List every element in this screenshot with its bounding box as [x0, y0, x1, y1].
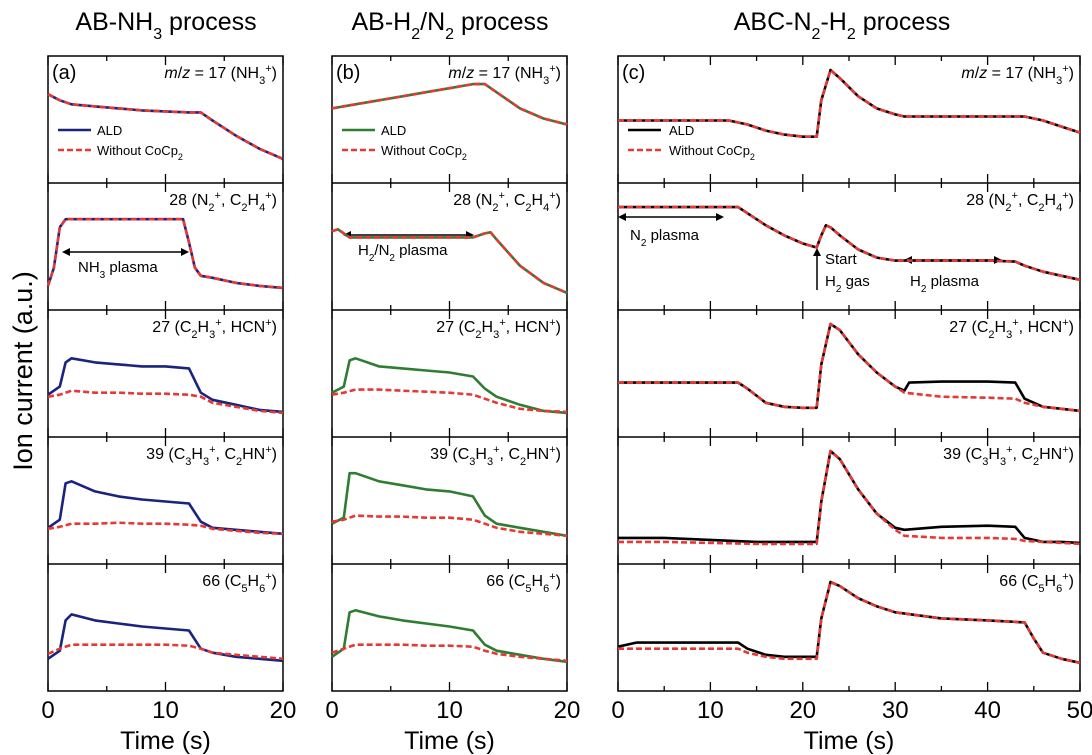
x-tick-label: 10 — [436, 697, 463, 724]
without-cocp2-line-a-row3 — [47, 521, 284, 536]
ald-line-b-row2 — [331, 356, 568, 415]
row-label-b-39: 39 (C3H3+, C2HN+) — [430, 444, 561, 468]
ald-line-a-row1 — [46, 217, 284, 290]
y-axis-label: Ion current (a.u.) — [8, 271, 38, 471]
legend-a-without-label: Without CoCp2 — [97, 143, 183, 162]
plot-area: 0 10 20 Time (s) 0 10 20 Time (s) 0 10 20 30 40 50 Tim… — [41, 55, 1092, 755]
panel-a: 0 10 20 Time (s) — [41, 55, 297, 755]
annotation-c-start-arrow-head — [813, 248, 821, 256]
without-cocp2-line-c-row4 — [618, 580, 1081, 665]
x-tick-label: 0 — [325, 697, 338, 724]
without-cocp2-line-c-row1 — [618, 205, 1081, 282]
without-cocp2-line-a-row1 — [46, 217, 284, 290]
row-label-c-17: m/z = 17 (NH3+) — [961, 63, 1074, 87]
ald-line-b-row0 — [331, 82, 568, 126]
ald-line-c-row4 — [617, 580, 1081, 665]
x-tick-label: 10 — [152, 697, 179, 724]
panel-c: 0 10 20 30 40 50 Time (s) — [611, 55, 1092, 755]
row-label-c-39: 39 (C3H3+, C2HN+) — [943, 444, 1074, 468]
row-label-c-27: 27 (C2H3+, HCN+) — [949, 317, 1074, 341]
row-label-a-28: 28 (N2+, C2H4+) — [169, 190, 277, 214]
legend-a-ald-label: ALD — [97, 123, 122, 138]
legend-b: ALD Without CoCp2 — [342, 123, 467, 162]
panel-a-title: AB-NH3 process — [75, 8, 256, 43]
without-cocp2-line-a-row4 — [47, 643, 284, 661]
x-axis-label: Time (s) — [804, 727, 895, 755]
x-tick-label: 50 — [1067, 697, 1092, 724]
x-tick-label: 30 — [882, 697, 909, 724]
x-tick-label: 10 — [697, 697, 724, 724]
without-cocp2-line-b-row4 — [331, 643, 568, 663]
x-tick-label: 0 — [611, 697, 624, 724]
legend-c: ALD Without CoCp2 — [628, 123, 755, 162]
annotation-c-n2-label: N2 plasma — [630, 227, 700, 249]
without-cocp2-line-b-row2 — [331, 388, 568, 414]
annotation-b-label: H2/N2 plasma — [358, 242, 448, 264]
annotation-c-start-label: Start — [825, 251, 858, 268]
without-cocp2-line-c-row3 — [618, 449, 1081, 546]
row-label-b-27: 27 (C2H3+, HCN+) — [436, 317, 561, 341]
ald-line-a-row4 — [47, 613, 284, 663]
row-label-a-27: 27 (C2H3+, HCN+) — [152, 317, 277, 341]
legend-a: ALD Without CoCp2 — [58, 123, 183, 162]
ald-line-c-row3 — [618, 449, 1081, 545]
panel-label-b: (b) — [336, 62, 360, 84]
annotations: NH3 plasma H2/N2 plasma N2 plasma Start … — [62, 213, 1002, 295]
x-tick-label: 20 — [554, 697, 581, 724]
legend-b-without-label: Without CoCp2 — [381, 143, 467, 162]
ald-line-b-row3 — [331, 471, 568, 538]
row-label-a-17: m/z = 17 (NH3+) — [164, 63, 277, 87]
legend-c-ald-label: ALD — [669, 123, 694, 138]
row-label-b-17: m/z = 17 (NH3+) — [448, 63, 561, 87]
ald-line-a-row2 — [47, 356, 284, 414]
x-tick-label: 20 — [789, 697, 816, 724]
panel-label-c: (c) — [622, 62, 645, 84]
row-label-c-66: 66 (C5H6+) — [999, 571, 1074, 595]
row-labels: m/z = 17 (NH3+) 28 (N2+, C2H4+) 27 (C2H3… — [146, 63, 1074, 595]
without-cocp2-line-b-row1 — [331, 228, 568, 295]
ald-line-a-row3 — [47, 479, 284, 536]
panel-b: 0 10 20 Time (s) — [325, 55, 581, 755]
row-label-a-66: 66 (C5H6+) — [202, 571, 277, 595]
annotation-c-h2-label: H2 plasma — [910, 273, 980, 295]
annotation-c-n2-arrow-left — [618, 213, 626, 221]
ald-line-b-row4 — [331, 608, 568, 664]
panel-c-title: ABC-N2-H2 process — [734, 8, 950, 43]
without-cocp2-line-b-row3 — [331, 514, 568, 538]
annotation-a-arrow-right — [181, 248, 189, 256]
x-tick-label: 20 — [270, 697, 297, 724]
x-tick-label: 0 — [41, 697, 54, 724]
without-cocp2-line-c-row0 — [618, 68, 1081, 138]
panel-b-title: AB-H2/N2 process — [351, 8, 548, 43]
ald-line-b-row1 — [331, 228, 568, 295]
x-axis-label: Time (s) — [120, 727, 211, 755]
x-tick-label: 40 — [974, 697, 1001, 724]
annotation-c-n2-arrow-right — [716, 213, 724, 221]
row-label-a-39: 39 (C3H3+, C2HN+) — [146, 444, 277, 468]
without-cocp2-line-a-row0 — [47, 93, 284, 161]
panel-label-a: (a) — [52, 62, 76, 84]
legend-c-without-label: Without CoCp2 — [669, 143, 755, 162]
annotation-a-arrow-left — [62, 248, 70, 256]
row-label-c-28: 28 (N2+, C2H4+) — [966, 190, 1074, 214]
without-cocp2-line-c-row2 — [618, 322, 1081, 413]
without-cocp2-line-b-row0 — [331, 82, 568, 126]
without-cocp2-line-a-row2 — [47, 389, 284, 415]
annotation-a-label: NH3 plasma — [78, 259, 158, 281]
legend-b-ald-label: ALD — [381, 123, 406, 138]
row-label-b-66: 66 (C5H6+) — [486, 571, 561, 595]
x-axis-label: Time (s) — [404, 727, 495, 755]
annotation-c-h2gas-label: H2 gas — [825, 273, 870, 295]
row-label-b-28: 28 (N2+, C2H4+) — [453, 190, 561, 214]
